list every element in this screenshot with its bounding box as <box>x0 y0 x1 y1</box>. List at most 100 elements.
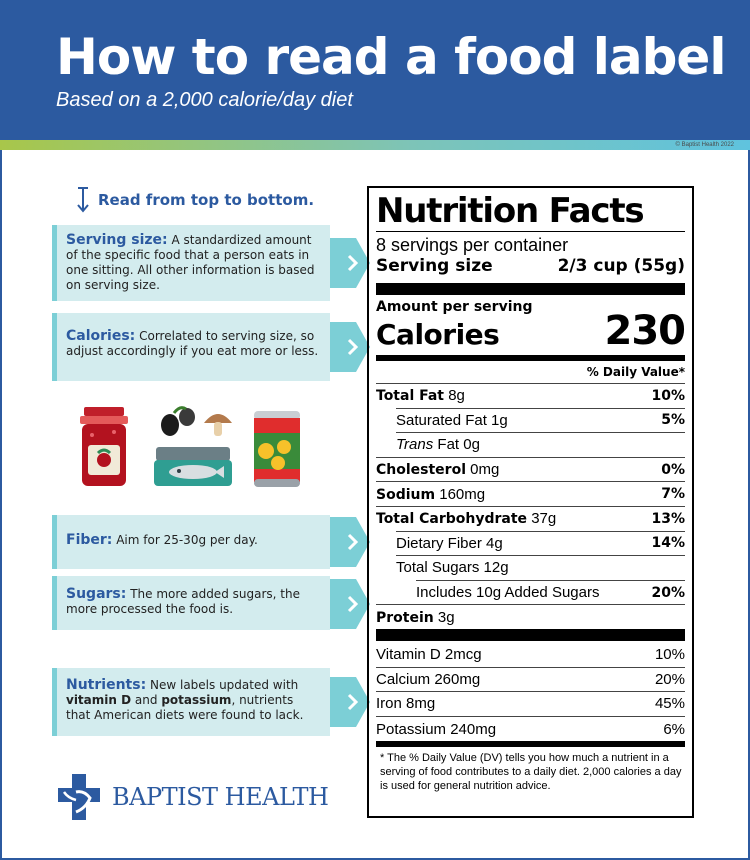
dietary-fiber-label: Dietary Fiber 4g <box>396 534 503 552</box>
serving-size-row: Serving size 2/3 cup (55g) <box>376 255 685 277</box>
added-sugars-row: Includes 10g Added Sugars 20% <box>416 579 685 605</box>
thick-divider <box>376 628 685 641</box>
chevron-right-icon <box>330 238 370 288</box>
vitamin-d-label: Vitamin D 2mcg <box>376 646 482 664</box>
food-illustration <box>80 406 300 487</box>
dietary-fiber-row: Dietary Fiber 4g 14% <box>396 530 685 556</box>
calories-heading: Calories: <box>66 328 136 344</box>
gradient-divider <box>0 140 750 150</box>
total-carb-amount: 37g <box>531 510 557 528</box>
serving-size-text: A standardized amount of the specific fo… <box>66 233 315 292</box>
potassium-label: Potassium 240mg <box>376 720 497 738</box>
trans-fat-label: Fat 0g <box>437 436 480 454</box>
chevron-right-icon <box>330 517 370 567</box>
dietary-fiber-dv: 14% <box>651 535 685 552</box>
daily-value-footnote: * The % Daily Value (DV) tells you how m… <box>380 752 682 793</box>
sugars-card: Sugars: The more added sugars, the more … <box>52 576 330 630</box>
amount-per-serving: Amount per serving <box>376 299 533 315</box>
nutrients-text-1: New labels updated with <box>150 678 299 692</box>
divider <box>376 231 685 232</box>
cholesterol-dv: 0% <box>661 461 685 478</box>
calories-value: 230 <box>604 308 686 354</box>
trans-fat-row: Trans Fat 0g <box>396 432 685 457</box>
nutrients-heading: Nutrients: <box>66 677 147 693</box>
total-fat-dv: 10% <box>651 387 685 404</box>
mushroom-icon <box>204 414 232 436</box>
saturated-fat-row: Saturated Fat 1g 5% <box>396 407 685 433</box>
total-sugars-label: Total Sugars 12g <box>396 559 509 577</box>
sodium-label: Sodium <box>376 486 436 503</box>
iron-dv: 45% <box>654 695 685 713</box>
nutrients-bold-potassium: potassium <box>161 693 232 707</box>
total-fat-row: Total Fat 8g 10% <box>376 383 685 408</box>
sodium-dv: 7% <box>661 486 685 503</box>
arrow-down-icon <box>77 187 89 213</box>
chevron-right-icon <box>330 579 370 629</box>
total-sugars-row: Total Sugars 12g <box>396 555 685 580</box>
serving-size-heading: Serving size: <box>66 232 168 248</box>
vitamin-d-dv: 10% <box>654 646 685 664</box>
saturated-fat-label: Saturated Fat 1g <box>396 411 508 429</box>
calories-row: Calories 230 <box>376 308 686 354</box>
calcium-row: Calcium 260mg 20% <box>376 668 685 693</box>
calories-text: Correlated to serving size, so adjust ac… <box>66 329 319 358</box>
baptist-health-logo-icon <box>58 774 100 820</box>
fiber-heading: Fiber: <box>66 532 113 548</box>
calories-card: Calories: Correlated to serving size, so… <box>52 313 330 381</box>
protein-amount: 3g <box>437 608 455 626</box>
vitamin-d-row: Vitamin D 2mcg 10% <box>376 643 685 668</box>
nutrition-facts-title: Nutrition Facts <box>376 191 645 231</box>
read-hint: Read from top to bottom. <box>76 186 314 214</box>
sugars-text: The more added sugars, the more processe… <box>66 587 300 616</box>
cholesterol-row: Cholesterol 0mg 0% <box>376 456 685 482</box>
medium-divider <box>376 355 685 361</box>
potassium-row: Potassium 240mg 6% <box>376 717 685 742</box>
sodium-row: Sodium 160mg 7% <box>376 481 685 506</box>
copyright-note: © Baptist Health 2022 <box>675 142 734 148</box>
protein-label: Protein <box>376 609 434 626</box>
page-title: How to read a food label <box>56 28 726 86</box>
added-sugars-dv: 20% <box>651 584 685 601</box>
nutrition-facts-label: Nutrition Facts 8 servings per container… <box>367 186 694 818</box>
cholesterol-amount: 0mg <box>470 461 500 479</box>
nutrients-text-3: , nutrients that American diets were fou… <box>66 693 304 722</box>
chevron-right-icon <box>330 322 370 372</box>
cholesterol-label: Cholesterol <box>376 462 466 479</box>
jam-jar-icon <box>80 407 128 486</box>
baptist-health-logo: BAPTIST HEALTH <box>54 772 329 822</box>
read-hint-text: Read from top to bottom. <box>98 191 315 209</box>
nutrients-card: Nutrients: New labels updated with vitam… <box>52 668 330 736</box>
fiber-text: Aim for 25-30g per day. <box>116 533 258 547</box>
serving-size-card: Serving size: A standardized amount of t… <box>52 225 330 301</box>
nutrients-bold-vitamin-d: vitamin D <box>66 693 132 707</box>
total-carb-row: Total Carbohydrate 37g 13% <box>376 505 685 531</box>
page-subtitle: Based on a 2,000 calorie/day diet <box>56 89 353 111</box>
nutrients-text-2: and <box>134 693 158 707</box>
potassium-dv: 6% <box>663 720 685 738</box>
logo-text: BAPTIST HEALTH <box>112 783 329 811</box>
sardine-tin-icon <box>154 447 232 486</box>
daily-value-header: % Daily Value* <box>586 365 685 379</box>
serving-size-value: 2/3 cup (55g) <box>557 256 685 276</box>
canned-fruit-icon <box>254 411 300 487</box>
protein-row: Protein 3g <box>376 604 685 629</box>
trans-fat-label-italic: Trans <box>396 436 434 454</box>
olive-icon <box>161 406 195 436</box>
calcium-dv: 20% <box>654 670 685 688</box>
total-carb-dv: 13% <box>651 510 685 527</box>
sugars-heading: Sugars: <box>66 586 127 602</box>
chevron-right-icon <box>330 677 370 727</box>
servings-per-container: 8 servings per container <box>376 235 569 255</box>
total-fat-amount: 8g <box>448 387 465 405</box>
total-fat-label: Total Fat <box>376 388 445 405</box>
medium-divider <box>376 741 685 748</box>
fiber-card: Fiber: Aim for 25-30g per day. <box>52 515 330 569</box>
total-carb-label: Total Carbohydrate <box>376 511 528 528</box>
header-banner: How to read a food label Based on a 2,00… <box>0 0 750 140</box>
content-frame <box>0 150 750 860</box>
serving-size-label: Serving size <box>376 256 493 276</box>
calories-label: Calories <box>376 318 500 351</box>
thick-divider <box>376 283 685 295</box>
iron-row: Iron 8mg 45% <box>376 692 685 717</box>
saturated-fat-dv: 5% <box>661 412 685 429</box>
